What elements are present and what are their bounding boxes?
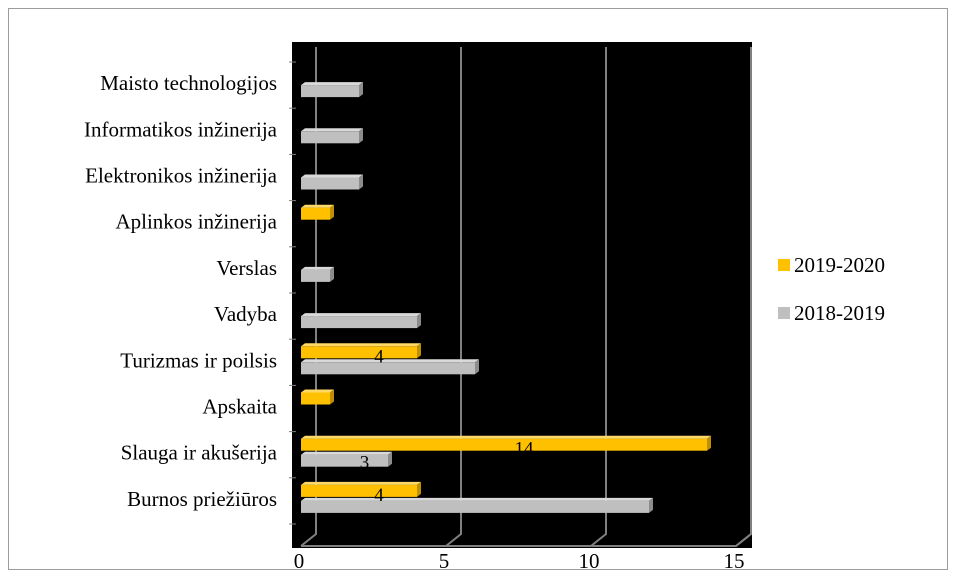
legend-swatch-2018-2019 <box>778 307 790 319</box>
bar-2018-2019-burnos-prieziuros <box>301 500 649 513</box>
bar-2018-2019-verslas-top <box>301 266 334 270</box>
data-label-2019-2020-slauga-ir-akuserija: 14 <box>515 439 535 460</box>
bar-2019-2020-aplinkos-inzinerija <box>301 207 330 220</box>
bar-2018-2019-informatikos-inzinerija-side <box>359 128 363 144</box>
bar-2018-2019-burnos-prieziuros-side <box>649 497 653 513</box>
bar-2018-2019-verslas-side <box>330 266 334 282</box>
legend-label-2018-2019: 2018-2019 <box>794 301 885 325</box>
bar-2019-2020-apskaita <box>301 392 330 405</box>
category-label-vadyba: Vadyba <box>214 302 278 326</box>
bar-2018-2019-vadyba-top <box>301 313 421 317</box>
bar-2019-2020-apskaita-side <box>330 389 334 405</box>
bar-2019-2020-aplinkos-inzinerija-side <box>330 204 334 220</box>
bar-2019-2020-turizmas-ir-poilsis <box>301 346 417 359</box>
bar-2018-2019-informatikos-inzinerija <box>301 131 359 144</box>
category-label-informatikos-inzinerija: Informatikos inžinerija <box>84 117 278 141</box>
bar-2018-2019-maisto-technologijos <box>301 85 359 98</box>
floor-edge <box>301 533 752 547</box>
bar-2018-2019-vadyba-side <box>417 313 421 329</box>
bar-2018-2019-elektronikos-inzinerija <box>301 177 359 190</box>
bar-2019-2020-aplinkos-inzinerija-top <box>301 204 334 208</box>
bar-2018-2019-slauga-ir-akuserija-top <box>301 451 392 455</box>
bar-2019-2020-burnos-prieziuros <box>301 484 417 497</box>
data-label-2018-2019-slauga-ir-akuserija: 3 <box>360 453 370 474</box>
bar-2018-2019-elektronikos-inzinerija-side <box>359 174 363 190</box>
bar-2018-2019-burnos-prieziuros-top <box>301 497 653 501</box>
category-label-elektronikos-inzinerija: Elektronikos inžinerija <box>85 164 278 188</box>
category-label-turizmas-ir-poilsis: Turizmas ir poilsis <box>120 348 277 372</box>
bar-2018-2019-maisto-technologijos-side <box>359 82 363 98</box>
bar-2018-2019-informatikos-inzinerija-top <box>301 128 363 132</box>
bar-2019-2020-turizmas-ir-poilsis-side <box>417 343 421 359</box>
data-label-2019-2020-turizmas-ir-poilsis: 4 <box>374 346 384 367</box>
bar-2019-2020-burnos-prieziuros-top <box>301 481 421 485</box>
bar-2019-2020-burnos-prieziuros-side <box>417 481 421 497</box>
bar-2019-2020-apskaita-top <box>301 389 334 393</box>
bar-2018-2019-elektronikos-inzinerija-top <box>301 174 363 178</box>
legend-swatch-2019-2020 <box>778 259 790 271</box>
bar-2018-2019-turizmas-ir-poilsis <box>301 362 475 375</box>
x-tick-label-15: 15 <box>724 549 745 573</box>
bar-2019-2020-turizmas-ir-poilsis-top <box>301 343 421 347</box>
gridline-5 <box>445 47 462 547</box>
bar-2018-2019-verslas <box>301 269 330 282</box>
gridline-10 <box>590 47 607 547</box>
bar-2018-2019-turizmas-ir-poilsis-side <box>475 359 479 375</box>
x-tick-label-10: 10 <box>579 549 600 573</box>
bar-2019-2020-slauga-ir-akuserija-side <box>707 435 711 451</box>
category-label-aplinkos-inzinerija: Aplinkos inžinerija <box>115 210 277 234</box>
x-tick-label-0: 0 <box>294 549 305 573</box>
data-label-2019-2020-burnos-prieziuros: 4 <box>374 485 384 506</box>
legend-label-2019-2020: 2019-2020 <box>794 253 885 277</box>
bar-2018-2019-vadyba <box>301 316 417 329</box>
x-tick-label-5: 5 <box>439 549 450 573</box>
category-label-apskaita: Apskaita <box>202 395 277 419</box>
category-label-verslas: Verslas <box>216 256 277 280</box>
bar-2018-2019-maisto-technologijos-top <box>301 82 363 86</box>
category-label-burnos-prieziuros: Burnos priežiūros <box>127 487 277 511</box>
bar-2019-2020-slauga-ir-akuserija <box>301 438 707 451</box>
bar-2019-2020-slauga-ir-akuserija-top <box>301 435 711 439</box>
bar-2018-2019-turizmas-ir-poilsis-top <box>301 359 479 363</box>
category-label-slauga-ir-akuserija: Slauga ir akušerija <box>121 441 278 465</box>
category-label-maisto-technologijos: Maisto technologijos <box>100 71 277 95</box>
bar-2018-2019-slauga-ir-akuserija <box>301 454 388 467</box>
bar-2018-2019-slauga-ir-akuserija-side <box>388 451 392 467</box>
